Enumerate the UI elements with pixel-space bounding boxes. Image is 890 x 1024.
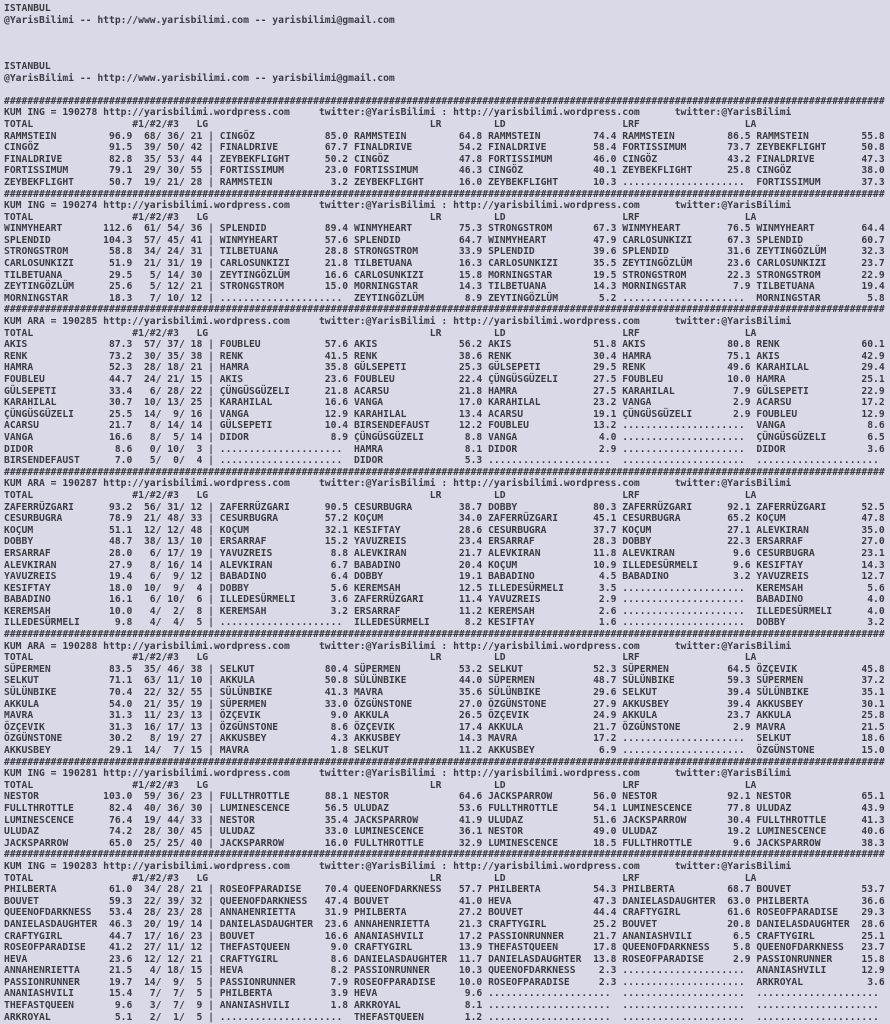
masthead-title: ISTANBUL: [4, 60, 51, 72]
table-row: GÜLSEPETI 33.4 6/ 28/ 22 | ÇÜNGÜSGÜZELI …: [4, 385, 885, 397]
separator-line: ########################################…: [4, 849, 885, 861]
table-row: CARLOSUNKIZI 51.9 21/ 31/ 19 | CARLOSUNK…: [4, 258, 885, 270]
column-header-row: TOTAL #1/#2/#3 LG LR LD LRF LA: [4, 652, 757, 664]
separator-line: ########################################…: [4, 466, 885, 478]
table-row: MORNINGSTAR 18.3 7/ 10/ 12 | ...........…: [4, 292, 885, 304]
table-row: SÜLÜNBIKE 70.4 22/ 32/ 55 | SÜLÜNBIKE 41…: [4, 687, 885, 699]
table-row: PASSIONRUNNER 19.7 14/ 9/ 5 | PASSIONRUN…: [4, 976, 885, 988]
table-row: KARAHILAL 30.7 10/ 13/ 25 | KARAHILAL 16…: [4, 397, 885, 409]
table-row: ACARSU 21.7 8/ 14/ 14 | GÜLSEPETI 10.4 B…: [4, 420, 885, 432]
table-row: AKKULA 54.0 21/ 35/ 19 | SÜPERMEN 33.0 Ö…: [4, 698, 885, 710]
separator-line: ########################################…: [4, 756, 885, 768]
block-header: KUM ARA = 190285 http://yarisbilimi.word…: [4, 316, 792, 328]
table-row: CRAFTYGIRL 44.7 17/ 16/ 23 | BOUVET 16.6…: [4, 930, 885, 942]
table-row: KESIFTAY 18.0 10/ 9/ 4 | DOBBY 5.6 KEREM…: [4, 582, 885, 594]
table-row: DOBBY 48.7 38/ 13/ 10 | ERSARRAF 15.2 YA…: [4, 536, 885, 548]
block-header: KUM ING = 190281 http://yarisbilimi.word…: [4, 768, 792, 780]
block-header: KUM ING = 190278 http://yarisbilimi.word…: [4, 107, 792, 119]
table-row: AKKUSBEY 29.1 14/ 7/ 15 | MAVRA 1.8 SELK…: [4, 745, 885, 756]
table-row: ÖZÇEVIK 31.3 16/ 17/ 13 | ÖZGÜNSTONE 8.6…: [4, 721, 885, 733]
table-row: MAVRA 31.3 11/ 23/ 13 | ÖZÇEVIK 9.0 AKKU…: [4, 710, 885, 722]
table-row: ANNAHENRIETTA 21.5 4/ 18/ 15 | HEVA 8.2 …: [4, 965, 885, 977]
race-blocks: ########################################…: [4, 96, 890, 1024]
block-header: KUM ING = 190274 http://yarisbilimi.word…: [4, 200, 792, 212]
table-row: CINGÖZ 91.5 39/ 50/ 42 | FINALDRIVE 67.7…: [4, 142, 885, 154]
table-row: TILBETUANA 29.5 5/ 14/ 30 | ZEYTINGÖZLÜM…: [4, 269, 885, 281]
table-row: ROSEOFPARADISE 41.2 27/ 11/ 12 | THEFAST…: [4, 942, 885, 954]
table-row: VANGA 16.6 8/ 5/ 14 | DIDOR 8.9 ÇÜNGÜSGÜ…: [4, 431, 885, 443]
table-row: ÖZGÜNSTONE 30.2 8/ 19/ 27 | AKKUSBEY 4.3…: [4, 733, 885, 745]
table-row: FORTISSIMUM 79.1 29/ 30/ 55 | FORTISSIMU…: [4, 165, 885, 177]
table-row: KEREMSAH 10.0 4/ 2/ 8 | KEREMSAH 3.2 ERS…: [4, 605, 885, 617]
column-header-row: TOTAL #1/#2/#3 LG LR LD LRF LA: [4, 779, 757, 791]
table-row: BIRSENDEFAUST 7.0 5/ 0/ 4 | ............…: [4, 455, 885, 467]
table-row: ARKROYAL 5.1 2/ 1/ 5 | .................…: [4, 1011, 885, 1023]
table-row: ERSARRAF 28.0 6/ 17/ 19 | YAVUZREIS 8.8 …: [4, 547, 885, 559]
table-row: WINMYHEART 112.6 61/ 54/ 36 | SPLENDID 8…: [4, 223, 885, 235]
table-row: HAMRA 52.3 28/ 18/ 21 | HAMRA 35.8 GÜLSE…: [4, 362, 885, 374]
table-row: RENK 73.2 30/ 35/ 38 | RENK 41.5 RENK 38…: [4, 350, 885, 362]
table-row: SÜPERMEN 83.5 35/ 46/ 38 | SELKUT 80.4 S…: [4, 663, 885, 675]
table-row: RAMMSTEIN 96.9 68/ 36/ 21 | CINGÖZ 85.0 …: [4, 130, 885, 142]
table-row: ZEYBEKFLIGHT 50.7 19/ 21/ 28 | RAMMSTEIN…: [4, 176, 885, 188]
blank-line: [4, 84, 890, 96]
blank-line: [4, 26, 890, 38]
block-header: KUM ING = 190283 http://yarisbilimi.word…: [4, 860, 792, 872]
column-header-row: TOTAL #1/#2/#3 LG LR LD LRF LA: [4, 211, 757, 223]
table-row: ZAFERRÜZGARI 93.2 56/ 31/ 12 | ZAFERRÜZG…: [4, 501, 885, 513]
table-row: LUMINESCENCE 76.4 19/ 44/ 33 | NESTOR 35…: [4, 814, 885, 826]
table-row: ILLEDESÜRMELI 9.8 4/ 4/ 5 | ............…: [4, 617, 885, 629]
table-row: PHILBERTA 61.0 34/ 28/ 21 | ROSEOFPARADI…: [4, 884, 885, 896]
blank-line: [4, 49, 890, 61]
table-row: NESTOR 103.0 59/ 36/ 23 | FULLTHROTTLE 8…: [4, 791, 885, 803]
table-row: DIDOR 8.6 0/ 10/ 3 | ...................…: [4, 443, 885, 455]
separator-line: ########################################…: [4, 304, 885, 316]
separator-line: ########################################…: [4, 188, 885, 200]
table-row: JACKSPARROW 65.0 25/ 25/ 40 | JACKSPARRO…: [4, 837, 885, 849]
table-row: SELKUT 71.1 63/ 11/ 10 | AKKULA 50.8 SÜL…: [4, 675, 885, 687]
table-row: QUEENOFDARKNESS 53.4 28/ 23/ 28 | ANNAHE…: [4, 907, 885, 919]
masthead-contact: @YarisBilimi -- http://www.yarisbilimi.c…: [4, 14, 395, 26]
block-header: KUM ARA = 190288 http://yarisbilimi.word…: [4, 640, 792, 652]
table-row: YAVUZREIS 19.4 6/ 9/ 12 | BABADINO 6.4 D…: [4, 571, 885, 583]
table-row: ANANIASHVILI 15.4 7/ 7/ 5 | PHILBERTA 3.…: [4, 988, 885, 1000]
table-row: ÇÜNGÜSGÜZELI 25.5 14/ 9/ 16 | VANGA 12.9…: [4, 408, 885, 420]
table-row: THEFASTQUEEN 9.6 3/ 7/ 9 | ANANIASHVILI …: [4, 1000, 885, 1012]
masthead-title: ISTANBUL: [4, 3, 51, 14]
column-header-row: TOTAL #1/#2/#3 LG LR LD LRF LA: [4, 118, 757, 130]
table-row: STRONGSTROM 58.8 34/ 24/ 31 | TILBETUANA…: [4, 246, 885, 258]
table-row: HEVA 23.6 12/ 12/ 21 | CRAFTYGIRL 8.6 DA…: [4, 953, 885, 965]
table-row: AKIS 87.3 57/ 37/ 18 | FOUBLEU 57.6 AKIS…: [4, 339, 885, 351]
table-row: KOÇUM 51.1 12/ 12/ 48 | KOÇUM 32.1 KESIF…: [4, 524, 885, 536]
column-header-row: TOTAL #1/#2/#3 LG LR LD LRF LA: [4, 872, 757, 884]
separator-line: ########################################…: [4, 629, 885, 641]
table-row: BOUVET 59.3 22/ 39/ 32 | QUEENOFDARKNESS…: [4, 895, 885, 907]
table-row: ULUDAZ 74.2 28/ 30/ 45 | ULUDAZ 33.0 LUM…: [4, 826, 885, 838]
table-row: SPLENDID 104.3 57/ 45/ 41 | WINMYHEART 5…: [4, 234, 885, 246]
column-header-row: TOTAL #1/#2/#3 LG LR LD LRF LA: [4, 327, 757, 339]
table-row: FULLTHROTTLE 82.4 40/ 36/ 30 | LUMINESCE…: [4, 802, 885, 814]
table-row: FINALDRIVE 82.8 35/ 53/ 44 | ZEYBEKFLIGH…: [4, 153, 885, 165]
block-header: KUM ARA = 190287 http://yarisbilimi.word…: [4, 478, 792, 490]
table-row: FOUBLEU 44.7 24/ 21/ 15 | AKIS 23.6 FOUB…: [4, 374, 885, 385]
table-row: ZEYTINGÖZLÜM 25.6 5/ 12/ 21 | STRONGSTRO…: [4, 281, 885, 293]
blank-line: [4, 38, 890, 50]
column-header-row: TOTAL #1/#2/#3 LG LR LD LRF LA: [4, 489, 757, 501]
table-row: ALEVKIRAN 27.9 8/ 16/ 14 | ALEVKIRAN 6.7…: [4, 559, 885, 571]
table-row: CESURBUGRA 78.9 21/ 48/ 33 | CESURBUGRA …: [4, 513, 885, 525]
table-row: BABADINO 16.1 6/ 10/ 6 | ILLEDESÜRMELI 3…: [4, 594, 885, 606]
masthead-contact: @YarisBilimi -- http://www.yarisbilimi.c…: [4, 72, 395, 84]
table-row: DANIELASDAUGHTER 46.3 20/ 19/ 14 | DANIE…: [4, 918, 885, 930]
separator-line: ########################################…: [4, 95, 885, 107]
